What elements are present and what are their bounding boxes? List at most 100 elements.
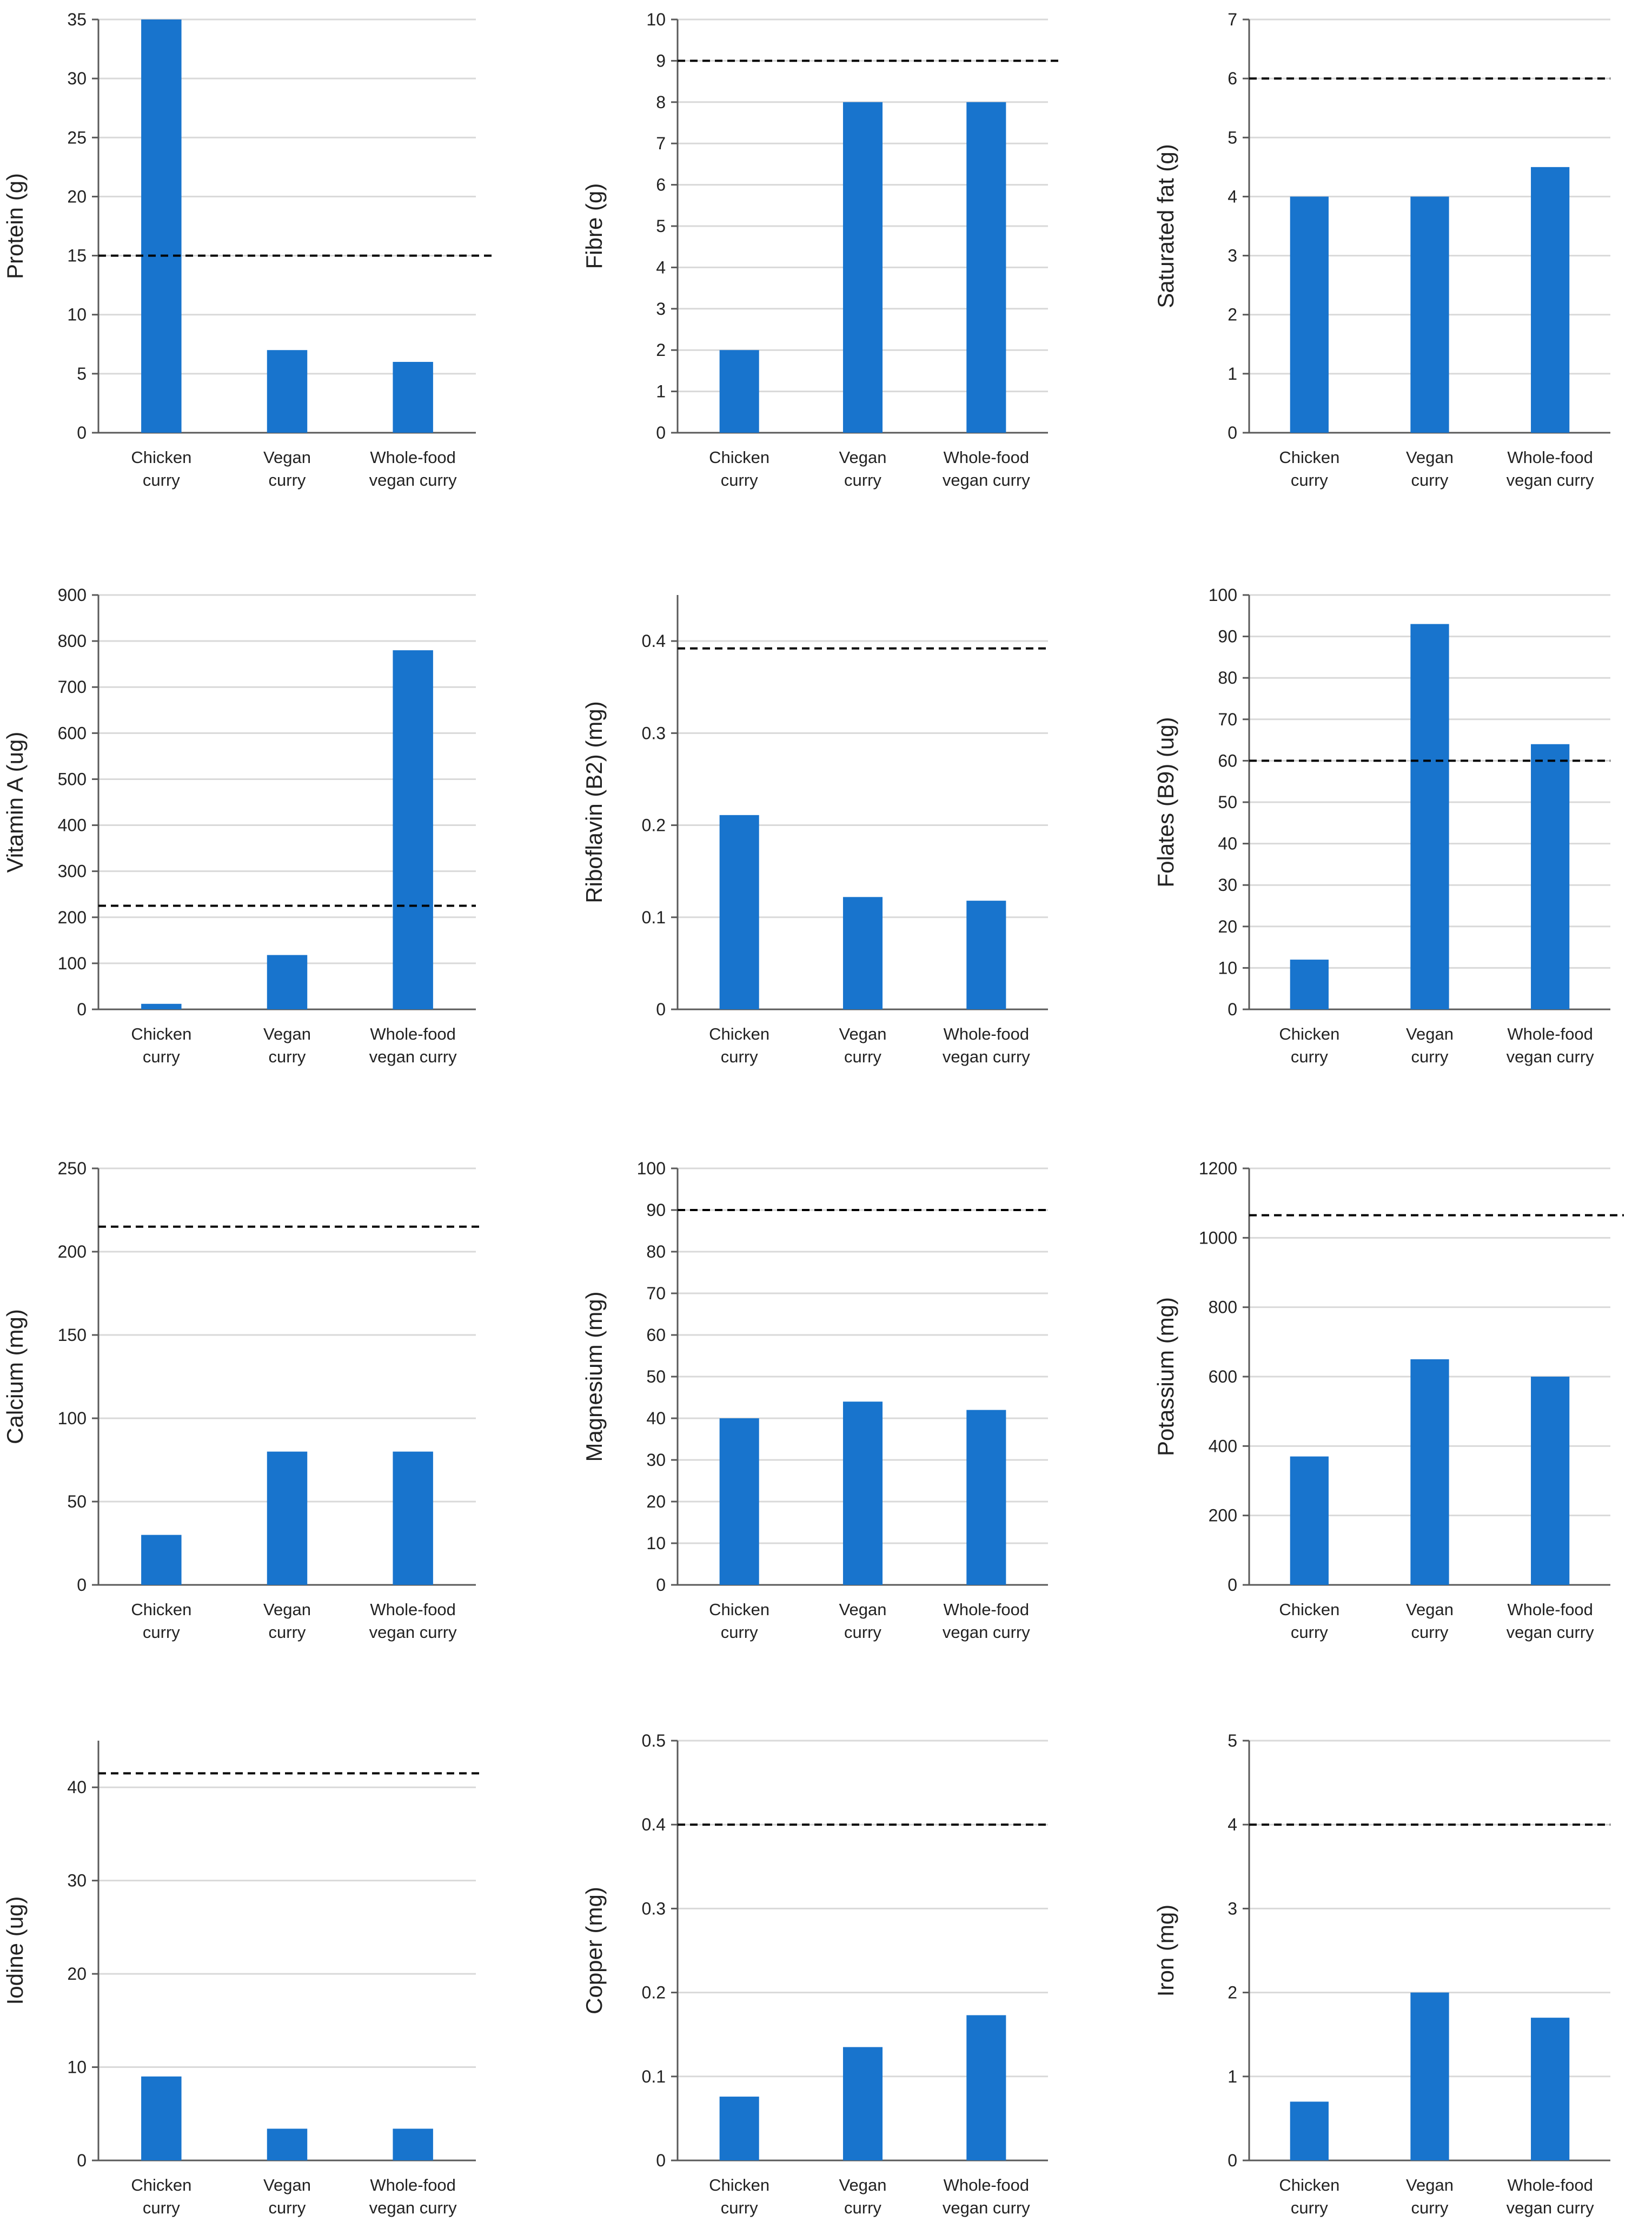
y-tick-label: 0	[656, 423, 666, 442]
y-tick-label: 20	[1218, 917, 1237, 936]
y-tick-label: 0	[1228, 1575, 1237, 1595]
category-label: curry	[844, 2198, 881, 2217]
chart-calcium-mg: 0 50 100 150 200 250 Chicken curry Vegan curry Who…	[2, 1159, 481, 1642]
y-tick-label: 10	[67, 2058, 87, 2077]
bar-chicken-curry	[719, 815, 759, 1009]
y-tick-label: 0.4	[642, 1815, 666, 1834]
bar-chicken-curry	[719, 350, 759, 433]
category-label: Whole-food	[1507, 448, 1593, 467]
category-label: curry	[1291, 1623, 1328, 1642]
category-label: curry	[844, 1047, 881, 1066]
bar-chicken-curry	[719, 1418, 759, 1585]
category-label: curry	[143, 1623, 180, 1642]
category-label: Whole-food	[370, 448, 456, 467]
y-tick-label: 200	[58, 908, 87, 927]
y-tick-label: 80	[646, 1242, 666, 1261]
y-tick-label: 4	[1228, 1815, 1237, 1834]
bar-whole-food-vegan-curry	[966, 901, 1006, 1009]
y-tick-label: 4	[656, 257, 666, 277]
y-tick-label: 600	[1209, 1367, 1237, 1386]
category-label: Vegan	[263, 1024, 311, 1043]
category-label: curry	[721, 1623, 758, 1642]
bar-whole-food-vegan-curry	[393, 362, 433, 433]
category-label: curry	[1291, 2198, 1328, 2217]
bar-vegan-curry	[842, 2047, 883, 2160]
y-tick-label: 1	[656, 382, 666, 401]
y-tick-label: 15	[67, 246, 87, 266]
y-tick-label: 40	[646, 1409, 666, 1428]
category-label: curry	[721, 2198, 758, 2217]
y-tick-label: 20	[67, 1964, 87, 1984]
y-tick-label: 5	[1228, 128, 1237, 147]
category-label: curry	[269, 2198, 306, 2217]
y-tick-label: 10	[67, 305, 87, 325]
bar-whole-food-vegan-curry	[1531, 1377, 1570, 1585]
category-label: curry	[143, 471, 180, 490]
y-tick-label: 60	[1218, 751, 1237, 770]
chart-riboflavin-b2-mg: 0 0.1 0.2 0.3 0.4 Chicken curry Vegan curry Whole…	[581, 595, 1048, 1066]
bar-chicken-curry	[1290, 1456, 1329, 1585]
y-tick-label: 100	[1209, 585, 1237, 605]
y-axis-title: Copper (mg)	[581, 1887, 607, 2014]
y-tick-label: 5	[77, 364, 87, 384]
category-label: curry	[1411, 1047, 1449, 1066]
category-label: Vegan	[1406, 2176, 1454, 2194]
category-label: Chicken	[709, 448, 769, 467]
bar-whole-food-vegan-curry	[393, 2129, 433, 2160]
category-label: Chicken	[1279, 1600, 1339, 1619]
category-label: vegan curry	[1507, 1623, 1594, 1642]
y-tick-label: 0	[77, 1575, 87, 1595]
y-tick-label: 3	[1228, 1899, 1237, 1918]
category-label: Vegan	[839, 448, 887, 467]
bar-vegan-curry	[267, 1451, 308, 1585]
y-tick-label: 40	[67, 1777, 87, 1797]
y-tick-label: 60	[646, 1325, 666, 1345]
y-tick-label: 50	[646, 1367, 666, 1386]
category-label: curry	[1291, 471, 1328, 490]
category-label: curry	[844, 1623, 881, 1642]
y-tick-label: 1000	[1199, 1228, 1237, 1247]
y-tick-label: 600	[58, 723, 87, 743]
y-tick-label: 10	[646, 1533, 666, 1553]
category-label: Whole-food	[944, 448, 1030, 467]
y-tick-label: 35	[67, 10, 87, 29]
chart-potassium-mg: 0 200 400 600 800 1000 1200 Chicken curry Vegan cu…	[1153, 1159, 1624, 1642]
category-label: vegan curry	[369, 471, 457, 490]
category-label: Chicken	[709, 1024, 769, 1043]
y-tick-label: 8	[656, 92, 666, 112]
y-tick-label: 0	[77, 1000, 87, 1019]
y-tick-label: 5	[656, 216, 666, 236]
y-tick-label: 800	[1209, 1298, 1237, 1317]
category-label: Chicken	[1279, 2176, 1339, 2194]
category-label: Vegan	[839, 2176, 887, 2194]
y-tick-label: 4	[1228, 187, 1237, 206]
category-label: curry	[844, 471, 881, 490]
category-label: Vegan	[263, 2176, 311, 2194]
y-tick-label: 100	[58, 954, 87, 973]
category-label: Whole-food	[370, 1024, 456, 1043]
y-axis-title: Protein (g)	[2, 173, 28, 279]
chart-fibre-g: 0 1 2 3 4 5 6 7 8 9 10 Chicken curry Vegan curry Whole-…	[581, 10, 1059, 490]
y-axis-title: Potassium (mg)	[1153, 1297, 1178, 1456]
y-tick-label: 100	[637, 1159, 666, 1178]
category-label: vegan curry	[1507, 471, 1594, 490]
y-tick-label: 500	[58, 769, 87, 789]
y-tick-label: 0.5	[642, 1731, 666, 1750]
bar-vegan-curry	[1410, 1359, 1449, 1585]
category-label: Chicken	[1279, 448, 1339, 467]
category-label: Vegan	[263, 448, 311, 467]
category-label: Whole-food	[1507, 1024, 1593, 1043]
bar-whole-food-vegan-curry	[1531, 744, 1570, 1009]
y-tick-label: 0	[1228, 2151, 1237, 2170]
y-tick-label: 0	[656, 1575, 666, 1595]
category-label: curry	[1411, 2198, 1449, 2217]
bar-whole-food-vegan-curry	[1531, 2018, 1570, 2160]
bar-chicken-curry	[141, 1535, 182, 1585]
category-label: Vegan	[1406, 1600, 1454, 1619]
category-label: Vegan	[839, 1600, 887, 1619]
chart-iodine-ug: 0 10 20 30 40 Chicken curry Vegan curry Whole-foo…	[2, 1741, 481, 2217]
y-tick-label: 2	[1228, 1983, 1237, 2002]
category-label: vegan curry	[369, 2198, 457, 2217]
category-label: vegan curry	[369, 1047, 457, 1066]
category-label: curry	[269, 471, 306, 490]
